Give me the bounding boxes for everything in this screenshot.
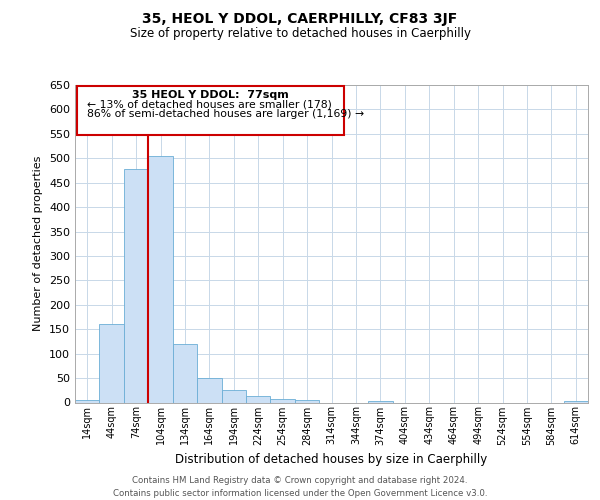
- Bar: [173, 344, 197, 403]
- Text: Size of property relative to detached houses in Caerphilly: Size of property relative to detached ho…: [130, 28, 470, 40]
- Text: 86% of semi-detached houses are larger (1,169) →: 86% of semi-detached houses are larger (…: [87, 110, 364, 120]
- Text: Contains public sector information licensed under the Open Government Licence v3: Contains public sector information licen…: [113, 489, 487, 498]
- Text: Contains HM Land Registry data © Crown copyright and database right 2024.: Contains HM Land Registry data © Crown c…: [132, 476, 468, 485]
- Bar: [77, 86, 344, 135]
- Bar: [197, 378, 221, 402]
- Bar: [124, 169, 148, 402]
- Bar: [148, 156, 173, 402]
- Text: 35 HEOL Y DDOL:  77sqm: 35 HEOL Y DDOL: 77sqm: [132, 90, 289, 100]
- Bar: [246, 396, 271, 402]
- Bar: [221, 390, 246, 402]
- Bar: [271, 398, 295, 402]
- Text: ← 13% of detached houses are smaller (178): ← 13% of detached houses are smaller (17…: [87, 100, 332, 110]
- Bar: [100, 324, 124, 402]
- Bar: [368, 401, 392, 402]
- Bar: [75, 400, 100, 402]
- Y-axis label: Number of detached properties: Number of detached properties: [34, 156, 43, 332]
- Text: 35, HEOL Y DDOL, CAERPHILLY, CF83 3JF: 35, HEOL Y DDOL, CAERPHILLY, CF83 3JF: [142, 12, 458, 26]
- Bar: [295, 400, 319, 402]
- Bar: [563, 401, 588, 402]
- X-axis label: Distribution of detached houses by size in Caerphilly: Distribution of detached houses by size …: [175, 453, 488, 466]
